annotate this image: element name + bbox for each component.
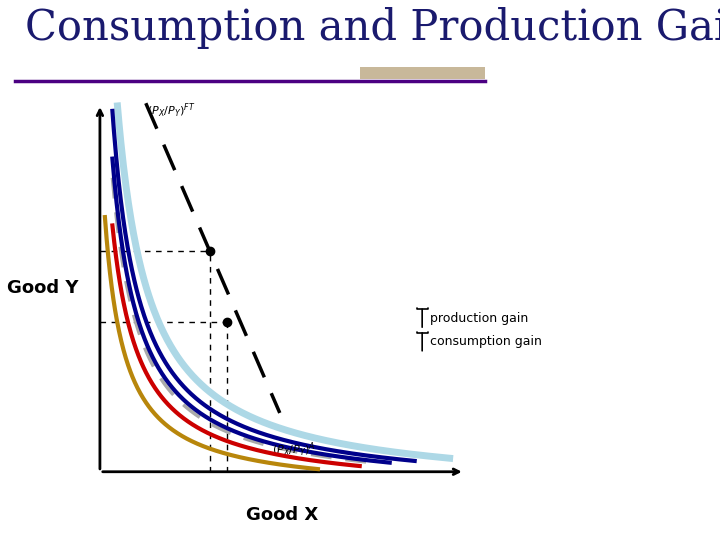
Text: $(P_X/P_Y)^{FT}$: $(P_X/P_Y)^{FT}$ <box>148 102 196 120</box>
Text: Good Y: Good Y <box>6 279 78 297</box>
Bar <box>360 68 485 79</box>
Text: Good X: Good X <box>246 506 318 524</box>
Text: Consumption and Production Gains: Consumption and Production Gains <box>25 7 720 49</box>
Text: $(P_X/P_Y)^A$: $(P_X/P_Y)^A$ <box>272 441 315 458</box>
Text: production gain: production gain <box>430 312 528 325</box>
Text: consumption gain: consumption gain <box>430 335 541 348</box>
